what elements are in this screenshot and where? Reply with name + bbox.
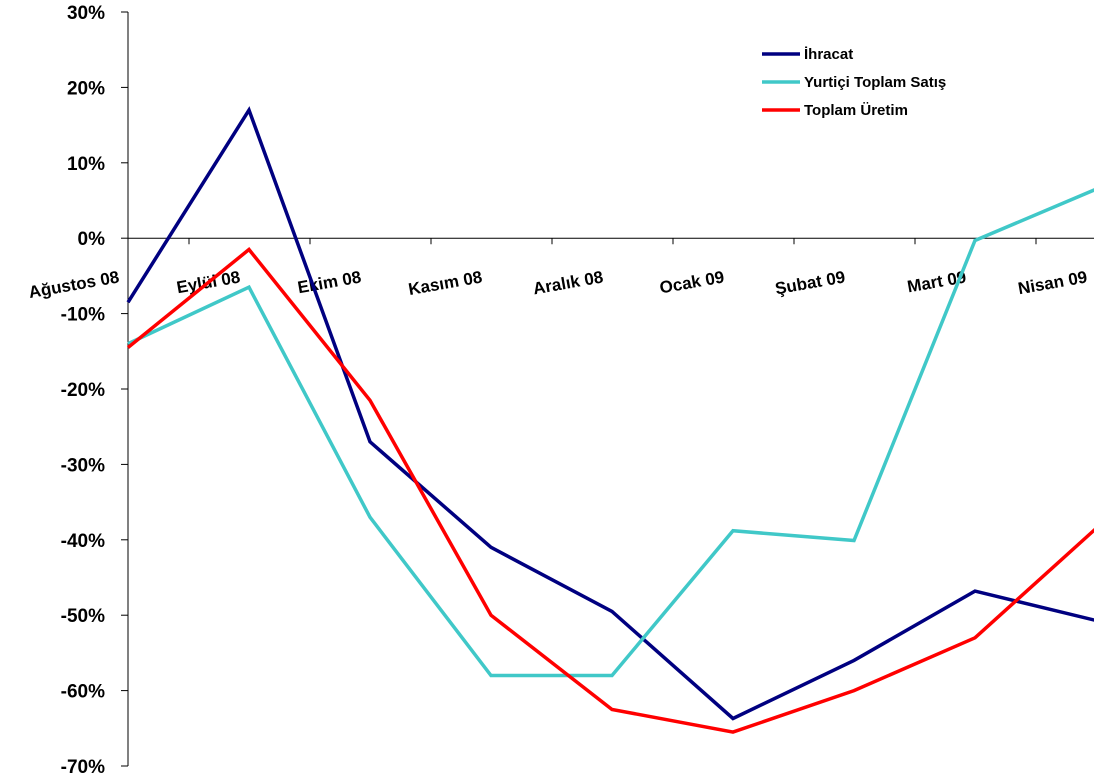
- y-tick-label: -60%: [61, 682, 105, 703]
- series-line-1: [126, 106, 1094, 721]
- y-tick-label: -70%: [61, 757, 105, 778]
- y-tick-label: -40%: [61, 531, 105, 552]
- x-tick-label: Aralık 08: [532, 267, 605, 298]
- y-tick-label: 10%: [67, 154, 105, 175]
- x-tick-label: Ocak 09: [658, 267, 726, 297]
- x-axis: Ağustos 08 Eylül 08 Ekim 08 Kasım 08 Aralık …: [27, 237, 1094, 302]
- series-line-3: [126, 247, 1094, 734]
- y-tick-label: -20%: [61, 380, 105, 401]
- series-lines: [126, 106, 1094, 734]
- y-tick-label: -10%: [61, 305, 105, 326]
- x-tick-label: Kasım 08: [407, 267, 484, 299]
- legend-label: Toplam Üretim: [804, 102, 908, 119]
- y-tick-label: 30%: [67, 3, 105, 24]
- y-axis: 30% 20% 10% 0% -10% -20% -30% -40% -50% -60% -70%: [61, 3, 129, 778]
- y-tick-label: -30%: [61, 455, 105, 476]
- x-tick-label: Nisan 09: [1017, 267, 1089, 298]
- x-tick-label: Şubat 09: [774, 267, 847, 298]
- y-tick-label: -50%: [61, 606, 105, 627]
- series-line-2: [127, 188, 1094, 678]
- y-tick-label: 20%: [67, 78, 105, 99]
- x-tick-label: Ağustos 08: [27, 267, 121, 302]
- legend-label: İhracat: [804, 46, 853, 63]
- legend-label: Yurtiçi Toplam Satış: [804, 74, 946, 91]
- x-tick-label: Ekim 08: [296, 267, 363, 297]
- legend: İhracat Yurtiçi Toplam Satış Toplam Üretim: [762, 46, 946, 119]
- y-tick-label: 0%: [78, 229, 106, 250]
